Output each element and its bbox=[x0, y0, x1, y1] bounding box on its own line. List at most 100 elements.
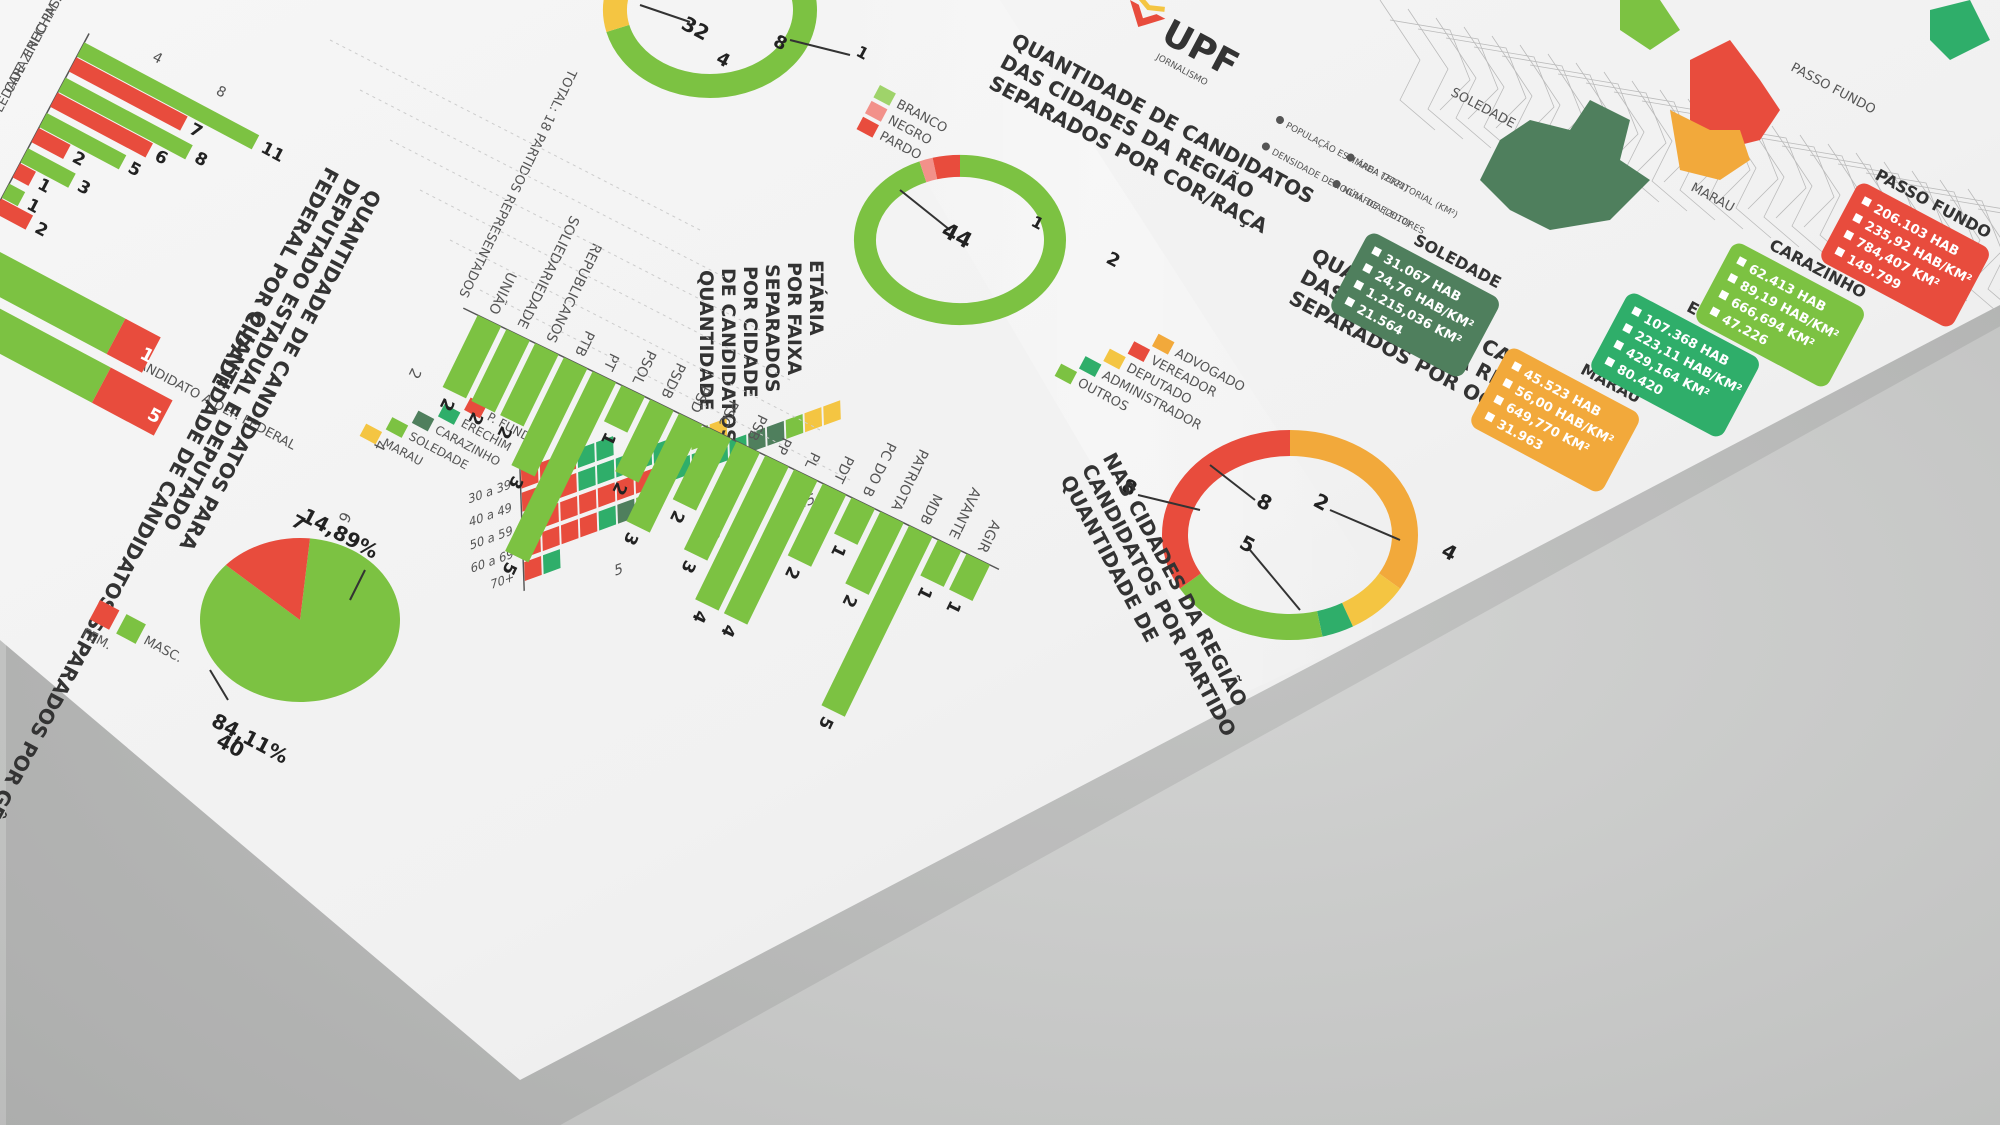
card-bullet-icon bbox=[1604, 356, 1616, 368]
card-background bbox=[1821, 183, 1989, 327]
leader-line bbox=[899, 189, 951, 231]
party-bar bbox=[821, 525, 933, 717]
municipality-border bbox=[1743, 116, 1800, 248]
bar-federal bbox=[12, 163, 36, 186]
stack-unit-1 bbox=[542, 549, 561, 575]
leader-line bbox=[639, 4, 691, 23]
legend-swatch bbox=[1054, 363, 1078, 385]
leader-line bbox=[789, 39, 851, 56]
leader-line bbox=[1329, 509, 1401, 541]
municipality-border bbox=[1379, 0, 1436, 131]
card-bullet-icon bbox=[1852, 213, 1864, 224]
category-label: PP bbox=[772, 435, 794, 457]
map-area-marau bbox=[1670, 110, 1750, 180]
municipality-border bbox=[1417, 28, 1499, 120]
donut-slice-vereador bbox=[1162, 430, 1291, 589]
stack-unit-0 bbox=[560, 496, 578, 522]
legend-swatch bbox=[359, 423, 383, 445]
stack-unit-0 bbox=[560, 519, 579, 545]
municipality-border bbox=[1631, 80, 1688, 212]
stack-unit-0 bbox=[597, 482, 616, 508]
card-bullet-icon bbox=[1493, 394, 1505, 406]
party-bar bbox=[672, 427, 732, 511]
title-line: POR FAIXA bbox=[783, 262, 805, 376]
municipality-border bbox=[1753, 136, 1835, 228]
legend-swatch bbox=[864, 100, 888, 122]
municipality-border bbox=[1949, 199, 2000, 290]
municipality-border bbox=[1557, 73, 1639, 165]
stack-unit-1 bbox=[578, 466, 596, 492]
bar-fem bbox=[91, 367, 173, 436]
donut-slice-advogado bbox=[1289, 430, 1418, 589]
card-bullet-icon bbox=[1484, 411, 1496, 423]
card-bullet-icon bbox=[1344, 296, 1356, 308]
leader-line bbox=[1249, 549, 1301, 611]
tick-label: 5 bbox=[614, 561, 623, 580]
bar-estadual bbox=[58, 77, 193, 160]
party-bar bbox=[920, 539, 962, 587]
map-area-carazinho bbox=[1620, 0, 1680, 50]
card-bullet-icon bbox=[1727, 273, 1739, 284]
party-bar bbox=[505, 371, 617, 563]
card-bullet-icon bbox=[1631, 306, 1643, 318]
municipality-border bbox=[1585, 82, 1667, 174]
card-bullet-icon bbox=[1834, 246, 1846, 258]
card-bullet-icon bbox=[1362, 263, 1374, 274]
card-bullet-icon bbox=[1502, 378, 1514, 389]
leader-line bbox=[1209, 464, 1256, 501]
party-bar bbox=[949, 553, 990, 601]
legend-swatch bbox=[437, 404, 461, 425]
legend-marker bbox=[1332, 180, 1341, 189]
legend-swatch bbox=[385, 417, 409, 438]
donut-slice-administrador bbox=[1316, 602, 1353, 637]
paper-sheet bbox=[0, 0, 2000, 1080]
legend-swatch bbox=[116, 614, 146, 644]
card-bullet-icon bbox=[1843, 229, 1855, 241]
party-bar bbox=[442, 315, 502, 399]
legend-swatch bbox=[411, 410, 435, 432]
stack-unit-4 bbox=[804, 407, 823, 433]
stack-unit-0 bbox=[579, 512, 598, 538]
party-bar bbox=[471, 329, 530, 413]
card-bullet-icon bbox=[1718, 289, 1730, 301]
title-line: SEPARADOS bbox=[761, 264, 783, 393]
party-bar bbox=[845, 511, 904, 595]
legend-swatch bbox=[873, 85, 896, 106]
party-bar bbox=[626, 413, 703, 533]
card-bullet-icon bbox=[1371, 246, 1383, 258]
logo-mark bbox=[1136, 0, 1165, 12]
donut-slice bbox=[606, 0, 817, 98]
party-bar bbox=[683, 441, 760, 561]
pie-slice-fem bbox=[225, 538, 310, 620]
municipality-border bbox=[1921, 190, 2000, 282]
stack-unit-4 bbox=[823, 400, 841, 426]
donut-slice-branco bbox=[854, 154, 1066, 326]
legend-swatch bbox=[856, 116, 879, 138]
stack-unit-0 bbox=[524, 555, 542, 582]
leader-line bbox=[1137, 494, 1201, 511]
municipality-border bbox=[1771, 125, 1828, 257]
card-bullet-icon bbox=[1622, 323, 1634, 334]
card-bullet-icon bbox=[1736, 256, 1748, 268]
bar-estadual bbox=[1, 183, 26, 207]
legend-swatch bbox=[89, 600, 120, 630]
title-line: ETÁRIA bbox=[805, 260, 828, 336]
card-bullet-icon bbox=[1709, 306, 1721, 318]
stack-unit-0 bbox=[542, 526, 560, 552]
party-bar bbox=[695, 455, 789, 611]
stack-unit-1 bbox=[596, 459, 615, 485]
card-background bbox=[1331, 233, 1499, 377]
bar-federal bbox=[50, 92, 153, 158]
axis-line bbox=[462, 307, 1000, 571]
municipality-border bbox=[1967, 188, 2000, 300]
municipality-border bbox=[1407, 8, 1464, 140]
municipality-border bbox=[1435, 17, 1492, 149]
card-background bbox=[1696, 243, 1864, 387]
card-bullet-icon bbox=[1613, 339, 1625, 351]
party-bar bbox=[603, 385, 645, 433]
title-line: QUANTIDADE bbox=[695, 270, 717, 411]
legend-marker bbox=[1276, 116, 1284, 124]
bar-federal bbox=[68, 57, 188, 131]
